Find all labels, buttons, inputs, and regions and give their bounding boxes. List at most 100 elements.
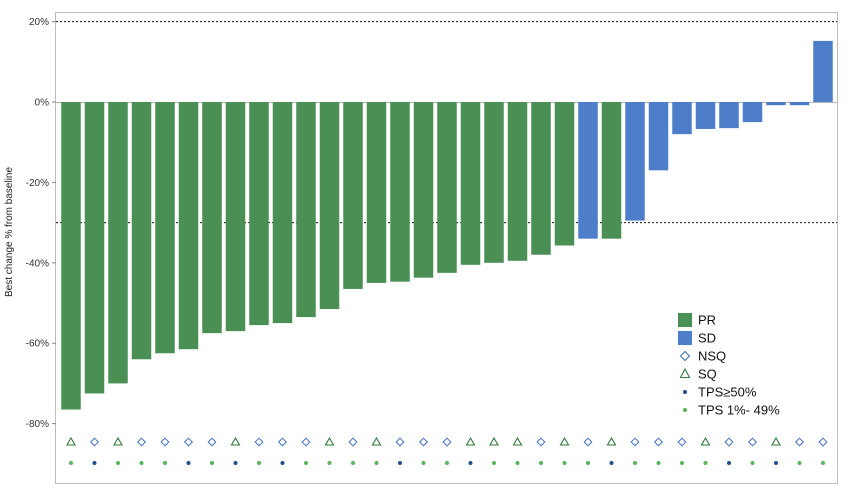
tps-low-marker: [445, 461, 449, 465]
nsq-marker: [136, 437, 147, 447]
bar: [648, 102, 669, 171]
bar: [131, 102, 152, 360]
y-tick-label: -60%: [26, 339, 49, 350]
bar: [484, 102, 504, 263]
sq-marker: [66, 436, 76, 446]
sq-marker: [113, 436, 123, 446]
tps-high-marker: [468, 461, 473, 465]
sq-marker: [606, 436, 617, 446]
nsq-marker: [677, 437, 687, 447]
y-axis: 20% 0% -20% -40% -60% -80%: [26, 17, 56, 430]
legend-label: TPS 1%- 49%: [698, 403, 780, 418]
nsq-marker: [301, 437, 311, 447]
sq-marker: [371, 436, 382, 446]
tps-low-marker: [703, 461, 708, 465]
bar: [789, 102, 810, 106]
legend-swatch-tps-high: [683, 390, 687, 394]
y-tick-label: 0%: [35, 98, 50, 109]
nsq-marker: [418, 437, 429, 447]
bar: [319, 102, 340, 310]
tps-high-marker: [609, 461, 614, 465]
tps-high-marker: [774, 461, 778, 465]
nsq-marker: [207, 437, 217, 447]
sq-marker: [489, 436, 499, 446]
bar: [84, 102, 105, 394]
tps-low-marker: [69, 461, 73, 465]
bar: [531, 102, 551, 255]
bar: [178, 102, 199, 350]
sq-marker: [512, 436, 523, 446]
bar: [813, 40, 833, 102]
y-tick-label: -20%: [26, 178, 49, 189]
nsq-marker: [160, 437, 170, 447]
bar: [61, 102, 81, 410]
nsq-marker: [818, 437, 828, 447]
bar: [766, 102, 786, 106]
nsq-marker: [183, 437, 194, 447]
bar: [695, 102, 716, 129]
legend-swatch-nsq: [679, 350, 691, 362]
bar: [202, 102, 222, 334]
bar: [437, 102, 457, 273]
tps-high-marker: [727, 461, 731, 465]
nsq-marker: [395, 437, 405, 447]
nsq-marker: [254, 437, 264, 447]
tps-low-marker: [163, 461, 167, 465]
tps-low-marker: [656, 461, 661, 465]
plot-frame: [55, 12, 838, 484]
bar: [390, 102, 410, 282]
bar: [672, 102, 692, 135]
sq-marker: [465, 436, 476, 446]
histology-markers: [66, 436, 828, 447]
sq-marker: [559, 436, 570, 446]
tps-low-marker: [797, 461, 802, 465]
tps-high-marker: [398, 461, 402, 465]
tps-low-marker: [374, 461, 379, 465]
nsq-marker: [89, 437, 100, 447]
bars: [61, 40, 833, 410]
nsq-marker: [348, 437, 358, 447]
tps-low-marker: [633, 461, 637, 465]
bar: [366, 102, 387, 283]
legend-label: TPS≥50%: [698, 385, 757, 400]
bar: [719, 102, 739, 129]
tps-low-marker: [139, 461, 144, 465]
tps-high-marker: [280, 461, 285, 465]
bar: [507, 102, 528, 261]
tps-low-marker: [750, 461, 755, 465]
sq-marker: [700, 436, 711, 446]
legend-label: PR: [698, 313, 716, 328]
tps-low-marker: [680, 461, 684, 465]
bar: [554, 102, 575, 246]
tps-high-marker: [186, 461, 191, 465]
tps-low-marker: [116, 461, 120, 465]
legend-label: SD: [698, 331, 716, 346]
nsq-marker: [583, 437, 593, 447]
tps-low-marker: [539, 461, 543, 465]
tps-low-marker: [821, 461, 825, 465]
nsq-marker: [277, 437, 288, 447]
tps-low-marker: [492, 461, 496, 465]
bar: [155, 102, 175, 354]
tps-markers: [69, 461, 825, 465]
sq-marker: [230, 436, 241, 446]
bar: [601, 102, 622, 239]
tps-low-marker: [515, 461, 520, 465]
legend-label: SQ: [698, 367, 717, 382]
tps-low-marker: [421, 461, 426, 465]
tps-low-marker: [210, 461, 214, 465]
tps-low-marker: [586, 461, 590, 465]
bar: [296, 102, 316, 318]
bar: [249, 102, 269, 326]
bar: [108, 102, 128, 384]
legend-swatch-pr: [678, 313, 692, 327]
y-tick-label: 20%: [29, 17, 49, 28]
bar: [742, 102, 763, 123]
sq-marker: [324, 436, 335, 446]
bar: [272, 102, 293, 324]
tps-low-marker: [327, 461, 332, 465]
bar: [460, 102, 481, 265]
nsq-marker: [630, 437, 640, 447]
tps-low-marker: [257, 461, 261, 465]
